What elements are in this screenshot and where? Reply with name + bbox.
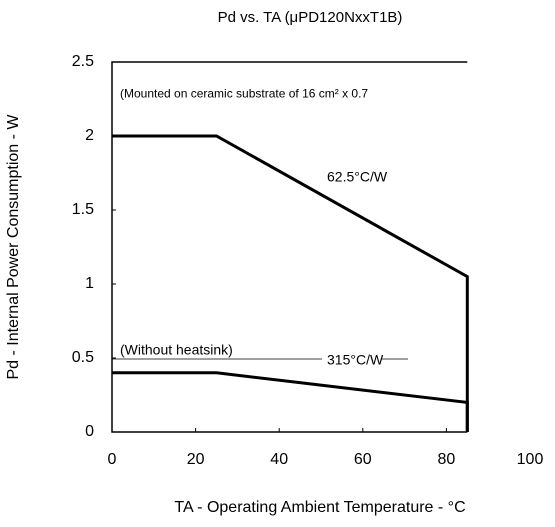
series-line bbox=[112, 371, 469, 432]
x-tick-label: 0 bbox=[108, 451, 117, 468]
annotation-bg bbox=[322, 352, 382, 368]
y-axis-label: Pd - Internal Power Consumption - W bbox=[5, 114, 22, 380]
x-tick-label: 60 bbox=[354, 451, 372, 468]
x-tick-label: 40 bbox=[270, 451, 288, 468]
annotation: 62.5°C/W bbox=[327, 169, 388, 185]
y-tick-label: 1.5 bbox=[72, 201, 94, 218]
y-tick-label: 0.5 bbox=[72, 349, 94, 366]
y-tick-label: 2 bbox=[85, 127, 94, 144]
chart-title: Pd vs. TA (μPD120NxxT1B) bbox=[218, 9, 403, 26]
y-tick-label: 0 bbox=[85, 423, 94, 440]
y-tick-label: 1 bbox=[85, 275, 94, 292]
series-line bbox=[112, 134, 469, 432]
y-tick-label: 2.5 bbox=[72, 53, 94, 70]
x-axis-label: TA - Operating Ambient Temperature - °C bbox=[174, 499, 465, 516]
series-label: (Without heatsink) bbox=[120, 341, 233, 357]
x-tick-label: 80 bbox=[438, 451, 456, 468]
x-tick-label: 20 bbox=[187, 451, 205, 468]
series-label: (Mounted on ceramic substrate of 16 cm² … bbox=[120, 87, 368, 101]
axis-frame bbox=[111, 61, 468, 433]
annotation: 315°C/W bbox=[327, 352, 384, 368]
x-tick-label: 100 bbox=[517, 451, 544, 468]
